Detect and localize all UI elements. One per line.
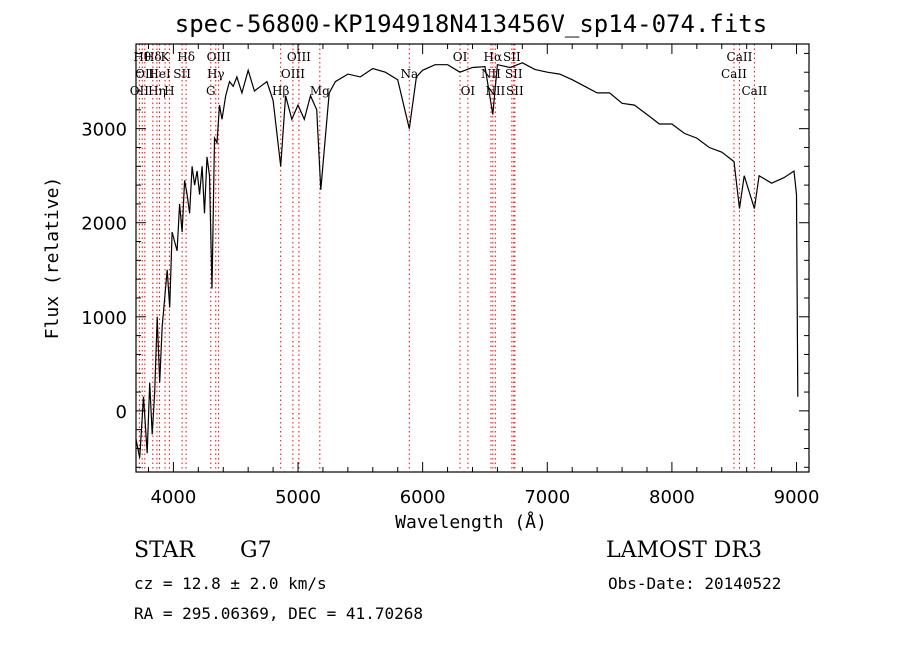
marker-label: Mg [310,84,330,98]
marker-label: Na [400,67,418,81]
y-tick-label: 1000 [81,308,127,329]
marker-label: Hγ [207,67,225,81]
plot-frame [135,43,810,473]
marker-label: OII [135,67,155,81]
y-tick-label: 2000 [81,214,127,235]
marker-label: Hδ [144,50,162,64]
x-axis-label: Wavelength (Å) [395,511,547,533]
marker-label: OI [461,84,476,98]
marker-label: CaII [721,67,747,81]
x-axis-ticks: 4000 5000 6000 7000 8000 9000 [147,44,820,508]
x-tick-label: 8000 [649,487,695,508]
marker-label: Hη [148,84,166,98]
x-tick-label: 6000 [400,487,446,508]
marker-label: SII [173,67,191,81]
y-tick-label: 0 [116,402,127,423]
marker-label: SII [506,84,524,98]
marker-label: NII [481,67,501,81]
marker-label: OI [453,50,468,64]
y-tick-label: 3000 [81,120,127,141]
x-tick-label: 9000 [774,487,820,508]
marker-label: CaII [741,84,767,98]
marker-label: K [161,50,171,64]
marker-label: HeI [148,67,171,81]
marker-label: Hδ [177,50,195,64]
marker-label: Hα [484,50,503,64]
marker-label: G [206,84,216,98]
object-class: STAR [134,538,195,563]
sky-coordinates: RA = 295.06369, DEC = 41.70268 [134,604,423,623]
marker-label: OIII [281,67,305,81]
x-tick-label: 7000 [524,487,570,508]
observation-date: Obs-Date: 20140522 [608,574,782,593]
marker-label: CaII [727,50,753,64]
marker-label: H [164,84,174,98]
marker-label: OIII [287,50,311,64]
spectrum-line [135,62,799,459]
y-axis-label: Flux (relative) [42,177,63,340]
x-tick-label: 5000 [275,487,321,508]
line-label-group: OIIHθOIIHδHηHeIKHSIIHδGHγOIIIHβOIIIOIIIM… [130,50,768,98]
marker-label: Hβ [272,84,289,98]
line-marker-group [138,44,755,472]
marker-label: OIII [207,50,231,64]
object-subclass: G7 [240,538,272,563]
chart-title: spec-56800-KP194918N413456V_sp14-074.fit… [175,10,767,38]
marker-label: SII [505,67,523,81]
y-axis-ticks: 0 1000 2000 3000 [81,52,809,468]
redshift-velocity: cz = 12.8 ± 2.0 km/s [134,574,327,593]
marker-label: SII [503,50,521,64]
x-tick-label: 4000 [150,487,196,508]
survey-release: LAMOST DR3 [606,538,762,563]
spectrum-chart: spec-56800-KP194918N413456V_sp14-074.fit… [42,10,820,533]
